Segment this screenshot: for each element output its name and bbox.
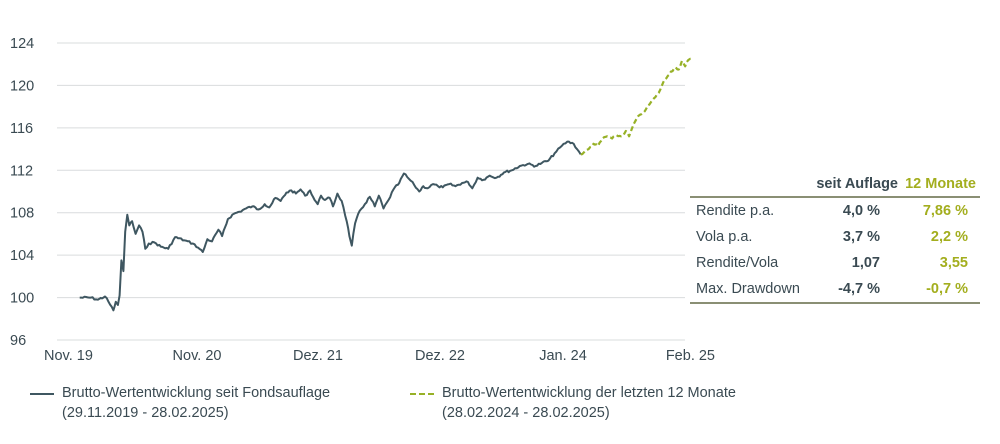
stats-header: seit Auflage 12 Monate bbox=[690, 170, 980, 196]
x-tick-label: Nov. 20 bbox=[173, 348, 222, 364]
stats-row-label: Rendite p.a. bbox=[696, 203, 775, 219]
stats-row-vola: Vola p.a. 3,7 % 2,2 % bbox=[690, 224, 980, 250]
x-tick-label: Jan. 24 bbox=[539, 348, 587, 364]
legend-solid-line-swatch bbox=[30, 393, 54, 395]
stats-value-12-months: 7,86 % bbox=[922, 203, 968, 219]
series-line-since-inception bbox=[79, 140, 582, 312]
legend-dashed-line-swatch bbox=[410, 393, 434, 395]
stats-value-12-months: 2,2 % bbox=[930, 229, 968, 245]
chart-gridlines bbox=[57, 42, 685, 341]
legend-label: Brutto-Wertentwicklung seit Fondsauflage… bbox=[62, 383, 330, 423]
stats-row-label: Rendite/Vola bbox=[696, 255, 779, 271]
stats-row-label: Max. Drawdown bbox=[696, 281, 800, 297]
series-line-12-months bbox=[580, 57, 693, 156]
y-tick-label: 104 bbox=[10, 248, 34, 264]
stats-table: seit Auflage 12 Monate Rendite p.a. 4,0 … bbox=[690, 170, 980, 304]
stats-row-rendite: Rendite p.a. 4,0 % 7,86 % bbox=[690, 198, 980, 224]
stats-col-since-inception: seit Auflage bbox=[816, 176, 898, 192]
stats-col-12-months: 12 Monate bbox=[905, 176, 976, 192]
stats-value-12-months: -0,7 % bbox=[926, 281, 968, 297]
stats-bottom-rule bbox=[690, 302, 980, 304]
x-tick-label: Nov. 19 bbox=[44, 348, 93, 364]
y-tick-label: 100 bbox=[10, 291, 34, 307]
y-axis-ticks: 96 100 104 108 112 116 120 124 bbox=[10, 36, 34, 349]
x-tick-label: Dez. 21 bbox=[293, 348, 343, 364]
stats-value-since-inception: 4,0 % bbox=[842, 203, 880, 219]
stats-row-max-drawdown: Max. Drawdown -4,7 % -0,7 % bbox=[690, 276, 980, 302]
stats-row-rendite-vola: Rendite/Vola 1,07 3,55 bbox=[690, 250, 980, 276]
y-tick-label: 124 bbox=[10, 36, 34, 52]
y-tick-label: 108 bbox=[10, 206, 34, 222]
stats-row-label: Vola p.a. bbox=[696, 229, 753, 245]
x-tick-label: Dez. 22 bbox=[415, 348, 465, 364]
x-axis-ticks: Nov. 19 Nov. 20 Dez. 21 Dez. 22 Jan. 24 Feb. … bbox=[44, 348, 715, 364]
legend-series-name: Brutto-Wertentwicklung seit Fondsauflage bbox=[62, 385, 331, 401]
stats-value-since-inception: 3,7 % bbox=[842, 229, 880, 245]
legend-label: Brutto-Wertentwicklung der letzten 12 Mo… bbox=[442, 383, 736, 423]
legend-series-name: Brutto-Wertentwicklung der letzten 12 Mo… bbox=[442, 385, 736, 401]
stats-value-since-inception: -4,7 % bbox=[838, 281, 880, 297]
chart-series bbox=[79, 57, 693, 312]
legend-series-period: (28.02.2024 - 28.02.2025) bbox=[442, 405, 610, 421]
y-tick-label: 96 bbox=[10, 333, 26, 349]
stats-value-since-inception: 1,07 bbox=[851, 255, 880, 271]
y-tick-label: 120 bbox=[10, 78, 34, 94]
stats-value-12-months: 3,55 bbox=[939, 255, 968, 271]
x-tick-label: Feb. 25 bbox=[666, 348, 715, 364]
y-tick-label: 116 bbox=[10, 121, 33, 137]
stats-top-rule bbox=[690, 196, 980, 198]
y-tick-label: 112 bbox=[10, 163, 33, 179]
legend-series-period: (29.11.2019 - 28.02.2025) bbox=[62, 405, 229, 421]
